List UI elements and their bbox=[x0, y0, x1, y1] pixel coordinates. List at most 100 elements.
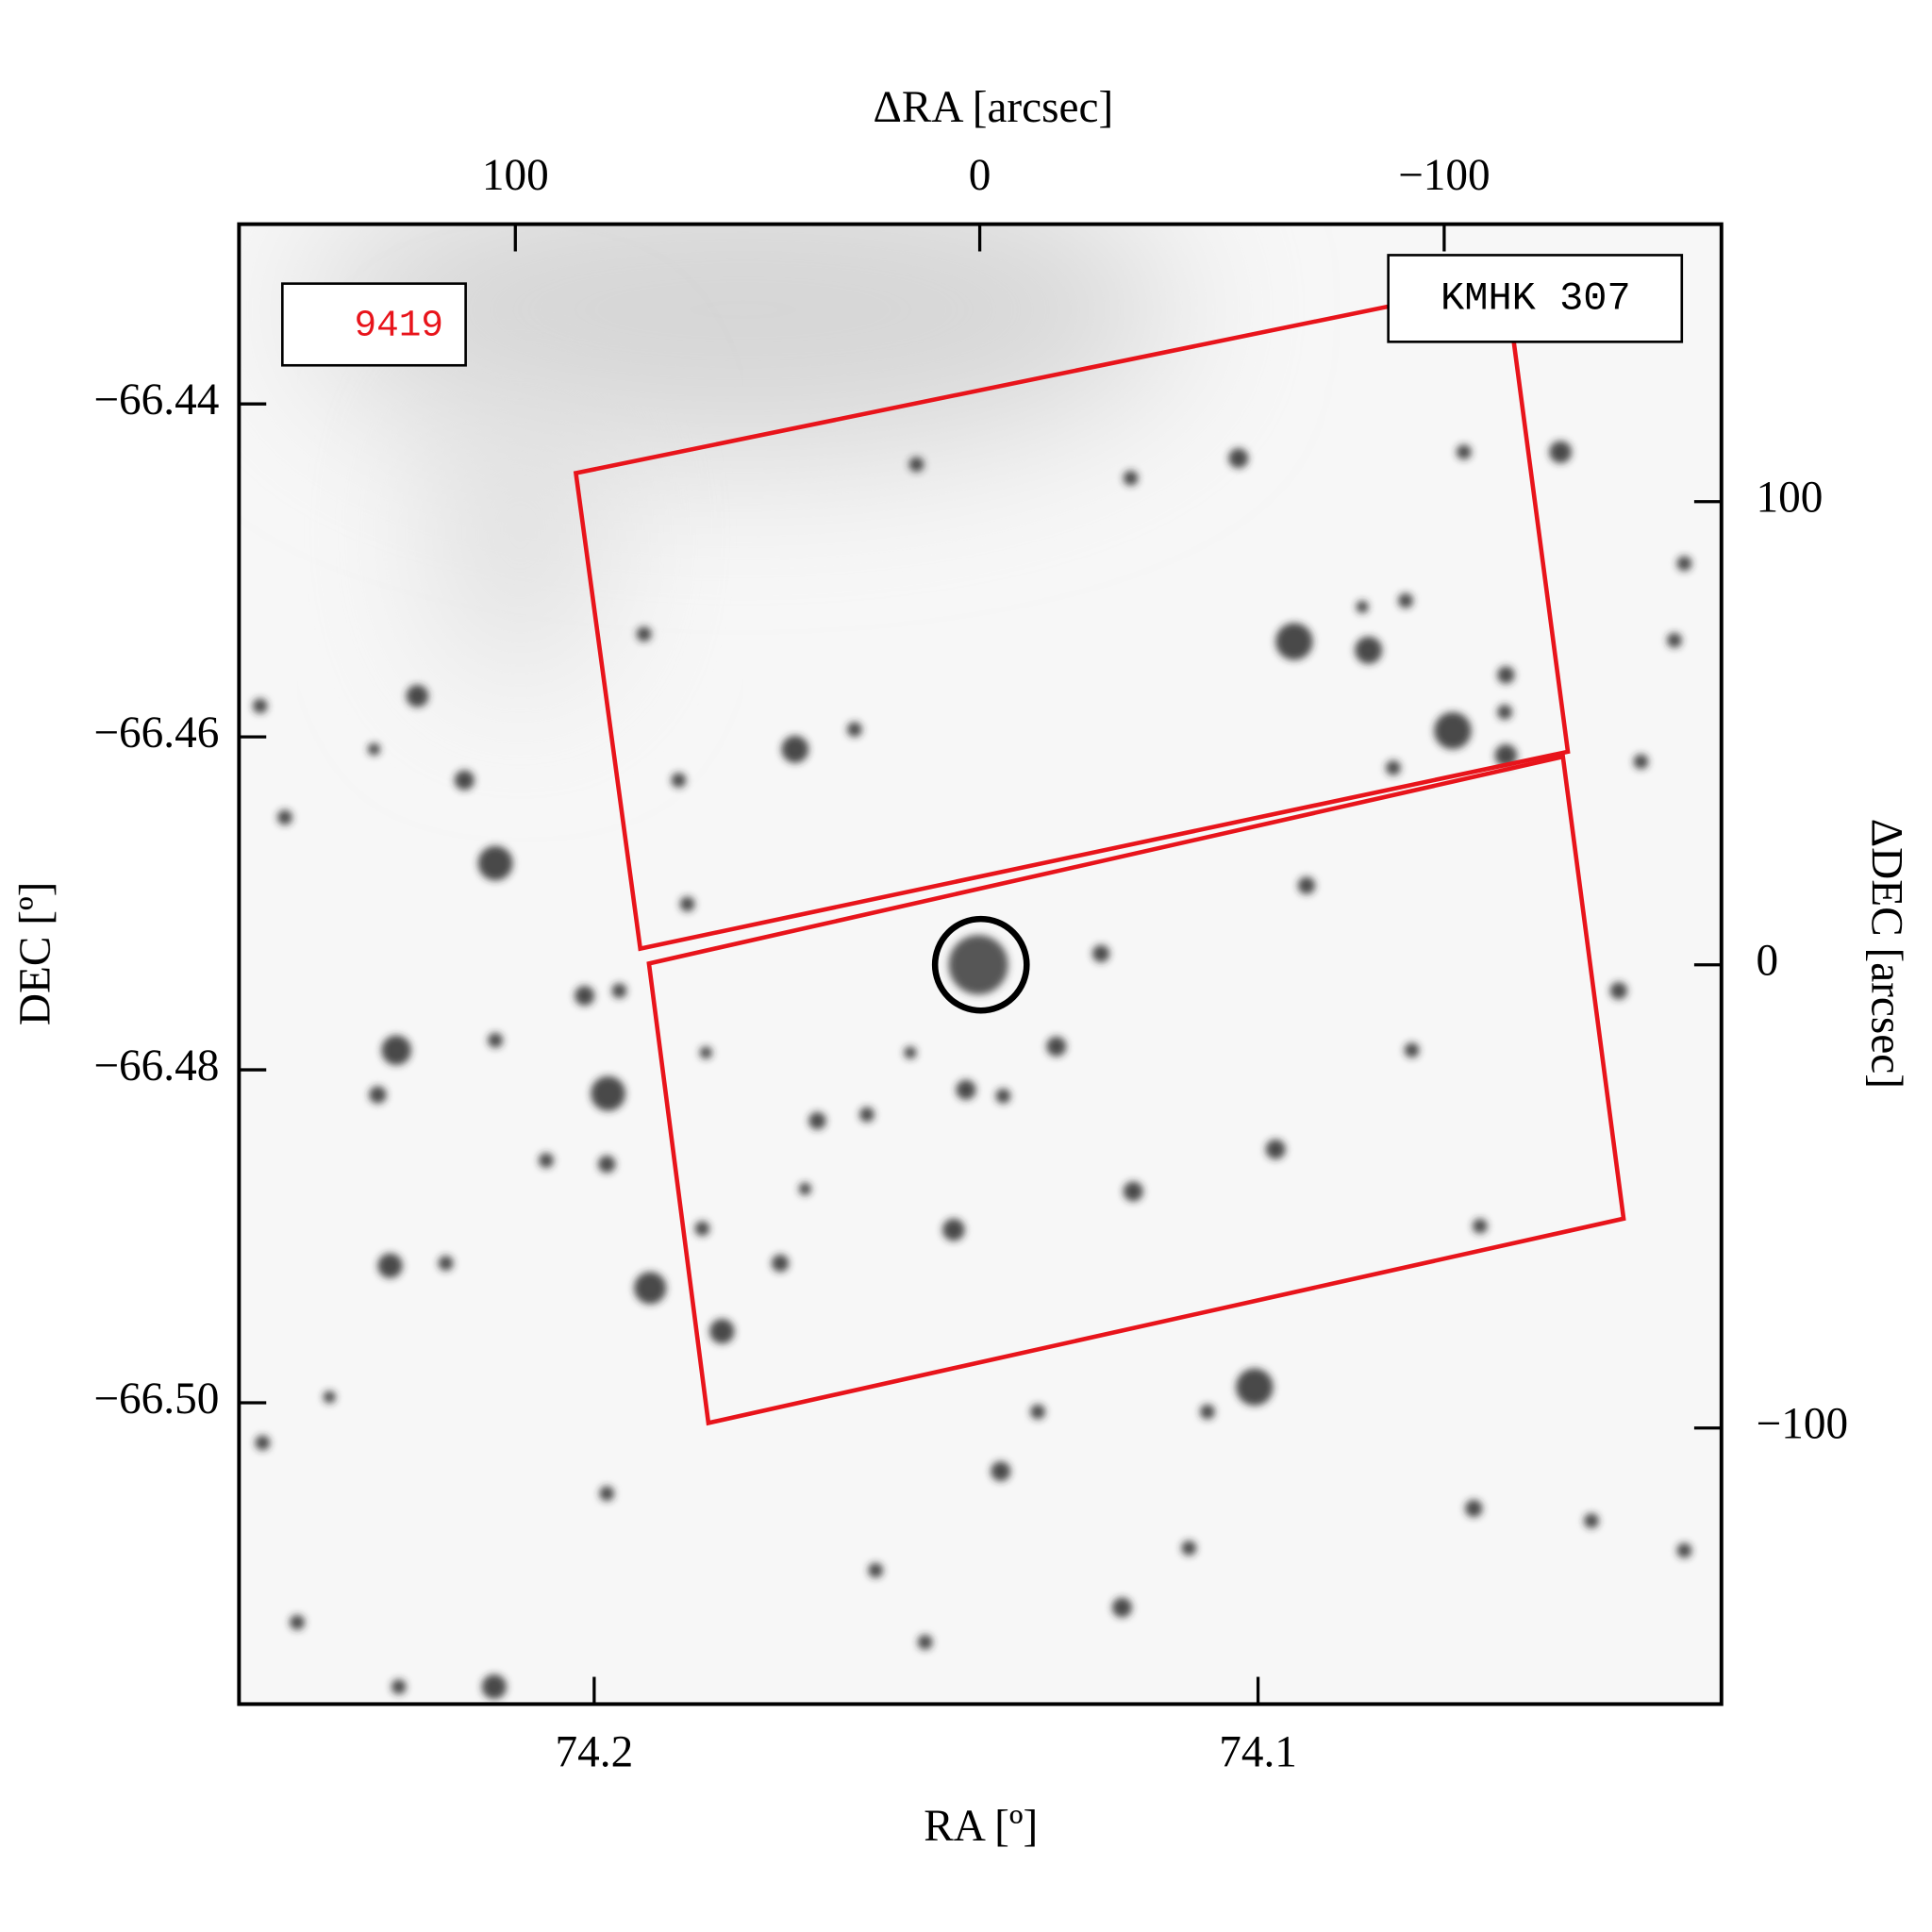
star bbox=[904, 1046, 917, 1059]
star bbox=[369, 1086, 387, 1104]
x-axis-label: RA [º] bbox=[924, 1802, 1038, 1851]
star bbox=[377, 1253, 403, 1278]
star bbox=[636, 626, 652, 642]
star bbox=[1236, 1368, 1274, 1407]
star bbox=[1265, 1139, 1286, 1159]
star bbox=[391, 1679, 407, 1694]
y-tick-label: −66.46 bbox=[93, 708, 219, 758]
star bbox=[599, 1486, 615, 1502]
star bbox=[1123, 470, 1139, 486]
x2-tick-label: 100 bbox=[482, 151, 549, 200]
star bbox=[1181, 1541, 1197, 1556]
annotation: KMHK 307 bbox=[1441, 275, 1631, 321]
star bbox=[454, 770, 475, 791]
star bbox=[1404, 1042, 1420, 1058]
star bbox=[1297, 876, 1316, 894]
star bbox=[798, 1182, 811, 1195]
star bbox=[771, 1254, 790, 1273]
star bbox=[1200, 1404, 1215, 1420]
star bbox=[1584, 1513, 1599, 1528]
annotation: 9419 bbox=[354, 305, 443, 347]
star bbox=[859, 1107, 874, 1123]
annotation-box bbox=[281, 282, 467, 367]
star bbox=[908, 457, 924, 473]
target-circle bbox=[931, 915, 1030, 1014]
star bbox=[1386, 760, 1401, 775]
star bbox=[709, 1319, 735, 1344]
x-tick-label: 74.1 bbox=[1219, 1727, 1297, 1776]
star bbox=[438, 1256, 454, 1271]
star bbox=[991, 1461, 1011, 1482]
star bbox=[1609, 982, 1628, 1000]
footprint bbox=[573, 279, 1571, 952]
star bbox=[1472, 1218, 1488, 1234]
star bbox=[1111, 1597, 1132, 1618]
annotation-box bbox=[1387, 254, 1684, 343]
star bbox=[1497, 704, 1512, 720]
star bbox=[1356, 600, 1369, 613]
x2-tick-label: −100 bbox=[1398, 151, 1491, 200]
y2-tick-label: −100 bbox=[1757, 1400, 1849, 1449]
star bbox=[868, 1562, 884, 1578]
y2-tick-label: 0 bbox=[1757, 937, 1779, 986]
star bbox=[1497, 666, 1515, 684]
star bbox=[406, 684, 429, 708]
star bbox=[255, 1435, 271, 1451]
star bbox=[1355, 636, 1383, 664]
x2-tick-label: 0 bbox=[969, 151, 991, 200]
star bbox=[598, 1155, 616, 1174]
y-tick-label: −66.50 bbox=[93, 1374, 219, 1424]
star bbox=[477, 845, 513, 881]
footprint bbox=[646, 754, 1626, 1426]
star bbox=[381, 1035, 411, 1066]
x2-axis-label: ΔRA [arcsec] bbox=[874, 83, 1114, 132]
star bbox=[995, 1088, 1011, 1104]
star bbox=[699, 1046, 712, 1059]
star bbox=[252, 698, 268, 714]
star bbox=[1676, 1542, 1692, 1558]
star bbox=[917, 1634, 933, 1650]
star bbox=[290, 1614, 305, 1630]
star bbox=[1676, 556, 1692, 572]
star bbox=[481, 1674, 507, 1700]
star bbox=[1046, 1036, 1067, 1057]
x-tick-label: 74.2 bbox=[556, 1727, 634, 1776]
star bbox=[1275, 623, 1313, 660]
star bbox=[1434, 711, 1472, 750]
star bbox=[277, 809, 292, 825]
star bbox=[575, 985, 595, 1006]
y-tick-label: −66.44 bbox=[93, 375, 219, 425]
star bbox=[1228, 448, 1249, 469]
star bbox=[1633, 754, 1649, 770]
sky-image bbox=[239, 224, 1722, 1705]
star bbox=[539, 1153, 554, 1168]
y-axis-label: DEC [º] bbox=[11, 882, 60, 1025]
star bbox=[846, 722, 862, 738]
star bbox=[694, 1221, 710, 1237]
star bbox=[1549, 441, 1572, 463]
star bbox=[1030, 1404, 1046, 1420]
star bbox=[671, 773, 687, 788]
star bbox=[948, 935, 1008, 995]
star bbox=[634, 1272, 667, 1305]
star bbox=[781, 735, 809, 763]
star bbox=[591, 1075, 625, 1111]
star bbox=[1667, 632, 1682, 648]
star bbox=[1123, 1181, 1143, 1202]
y2-axis-label: ΔDEC [arcsec] bbox=[1862, 819, 1911, 1089]
y2-tick-label: 100 bbox=[1757, 474, 1824, 523]
star bbox=[1456, 444, 1472, 460]
star bbox=[942, 1218, 965, 1241]
footprints bbox=[573, 279, 1626, 1426]
star bbox=[1398, 592, 1413, 608]
star bbox=[808, 1111, 826, 1130]
y-tick-label: −66.48 bbox=[93, 1041, 219, 1091]
star bbox=[1091, 944, 1110, 963]
star bbox=[1465, 1499, 1483, 1518]
star bbox=[611, 983, 627, 999]
star bbox=[323, 1391, 336, 1404]
star bbox=[488, 1032, 503, 1048]
star bbox=[1494, 743, 1518, 767]
star bbox=[956, 1079, 976, 1100]
